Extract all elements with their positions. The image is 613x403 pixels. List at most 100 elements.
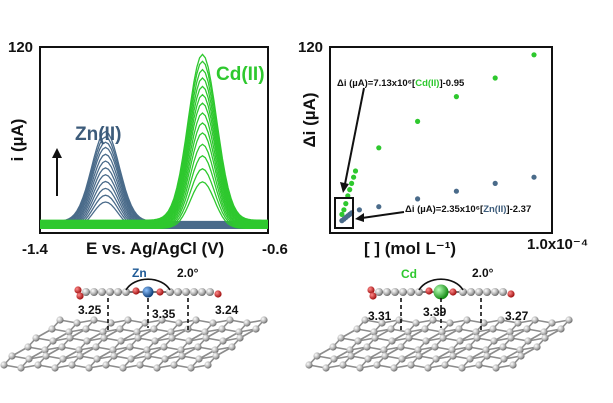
carbon-atom — [73, 319, 81, 327]
carbon-atom — [117, 337, 125, 345]
carbon-atom — [195, 355, 203, 363]
carbon-atom — [339, 361, 347, 369]
carbon-atom — [467, 288, 475, 296]
carbon-atom — [483, 352, 491, 360]
carbon-atom — [491, 288, 499, 296]
carbon-atom — [397, 343, 405, 351]
zn-calibration-point — [376, 204, 382, 210]
carbon-atom — [483, 288, 491, 296]
carbon-atom — [482, 346, 490, 354]
carbon-atom — [459, 288, 467, 296]
carbon-atom — [98, 288, 106, 296]
carbon-atom — [56, 316, 64, 324]
voltammogram-panel: 120 i (µA) -1.4 -0.6 E vs. Ag/AgCl (V) Z… — [8, 39, 288, 258]
carbon-atom — [375, 288, 383, 296]
carbon-atom — [490, 337, 498, 345]
right-distance-1: 3.31 — [368, 309, 392, 323]
carbon-atom — [116, 325, 124, 333]
carbon-atom — [399, 288, 407, 296]
carbon-atom — [388, 337, 396, 345]
cd-calibration-point — [531, 52, 537, 58]
up-arrow-icon — [52, 148, 62, 196]
carbon-atom — [473, 334, 481, 342]
cd-series-label: Cd(II) — [216, 64, 265, 85]
carbon-atom — [407, 361, 415, 369]
carbon-atom — [330, 355, 338, 363]
carbon-atom — [82, 288, 90, 296]
carbon-atom — [212, 352, 220, 360]
carbon-atom — [380, 346, 388, 354]
carbon-atom — [499, 343, 507, 351]
metal-atom — [433, 284, 449, 300]
carbon-atom — [194, 343, 202, 351]
carbon-atom — [190, 288, 198, 296]
carbon-atom — [133, 328, 141, 336]
right-graphene-sheet — [305, 316, 573, 372]
carbon-atom — [405, 334, 413, 342]
carbon-atom — [475, 361, 483, 369]
carbon-atom — [0, 361, 8, 369]
carbon-atom — [58, 343, 66, 351]
left-distance-2: 3.35 — [152, 307, 176, 321]
cd-voltammogram-line — [40, 85, 268, 224]
carbon-atom — [178, 352, 186, 360]
oxygen-atom — [156, 288, 164, 296]
zn-calibration-point — [453, 188, 459, 194]
cd-calibration-point — [352, 168, 359, 174]
carbon-atom — [305, 361, 313, 369]
carbon-atom — [41, 346, 49, 354]
left-molecule — [74, 278, 222, 330]
carbon-atom — [228, 343, 236, 351]
zn-calibration-point — [492, 180, 498, 186]
carbon-atom — [226, 316, 234, 324]
carbon-atom — [187, 364, 195, 372]
carbon-atom — [182, 288, 190, 296]
zn-calibration-point — [415, 196, 421, 202]
cd-calibration-point — [351, 174, 357, 180]
carbon-atom — [109, 346, 117, 354]
carbon-atom — [548, 319, 556, 327]
cd-voltammogram-line — [40, 77, 268, 223]
carbon-atom — [541, 334, 549, 342]
cd-adsorption-structure: Cd 2.0° 3.31 3.39 3.27 — [305, 266, 573, 372]
right-x-axis-label: [ ] (mol L⁻¹) — [364, 239, 456, 258]
carbon-atom — [82, 325, 90, 333]
carbon-atom — [25, 355, 33, 363]
zn-equation-species: Zn(II) — [483, 204, 506, 215]
carbon-atom — [110, 352, 118, 360]
carbon-atom — [446, 319, 454, 327]
cd-calibration-point — [492, 75, 498, 81]
carbon-atom — [398, 355, 406, 363]
carbon-atom — [456, 337, 464, 345]
right-angle-label: 2.0° — [472, 266, 494, 280]
left-angle-label: 2.0° — [177, 266, 199, 280]
carbon-atom — [412, 319, 420, 327]
angle-arc — [125, 278, 171, 291]
carbon-atom — [124, 316, 132, 324]
carbon-atom — [329, 343, 337, 351]
carbon-atom — [150, 325, 158, 333]
carbon-atom — [480, 319, 488, 327]
oxygen-atom — [76, 292, 84, 300]
carbon-atom — [500, 355, 508, 363]
right-molecule — [367, 278, 515, 330]
carbon-atom — [107, 319, 115, 327]
carbon-atom — [102, 361, 110, 369]
carbon-atom — [455, 325, 463, 333]
right-y-tick-top: 120 — [298, 39, 323, 56]
carbon-atom — [42, 352, 50, 360]
carbon-atom — [136, 361, 144, 369]
cd-voltammogram-line — [40, 53, 268, 221]
oxygen-atom — [74, 286, 82, 294]
carbon-atom — [458, 364, 466, 372]
carbon-atom — [141, 319, 149, 327]
carbon-atom — [106, 288, 114, 296]
carbon-atom — [407, 288, 415, 296]
carbon-atom — [390, 364, 398, 372]
carbon-atom — [243, 319, 251, 327]
carbon-atom — [448, 346, 456, 354]
carbon-atom — [201, 328, 209, 336]
carbon-atom — [192, 316, 200, 324]
carbon-atom — [24, 343, 32, 351]
carbon-atom — [346, 346, 354, 354]
